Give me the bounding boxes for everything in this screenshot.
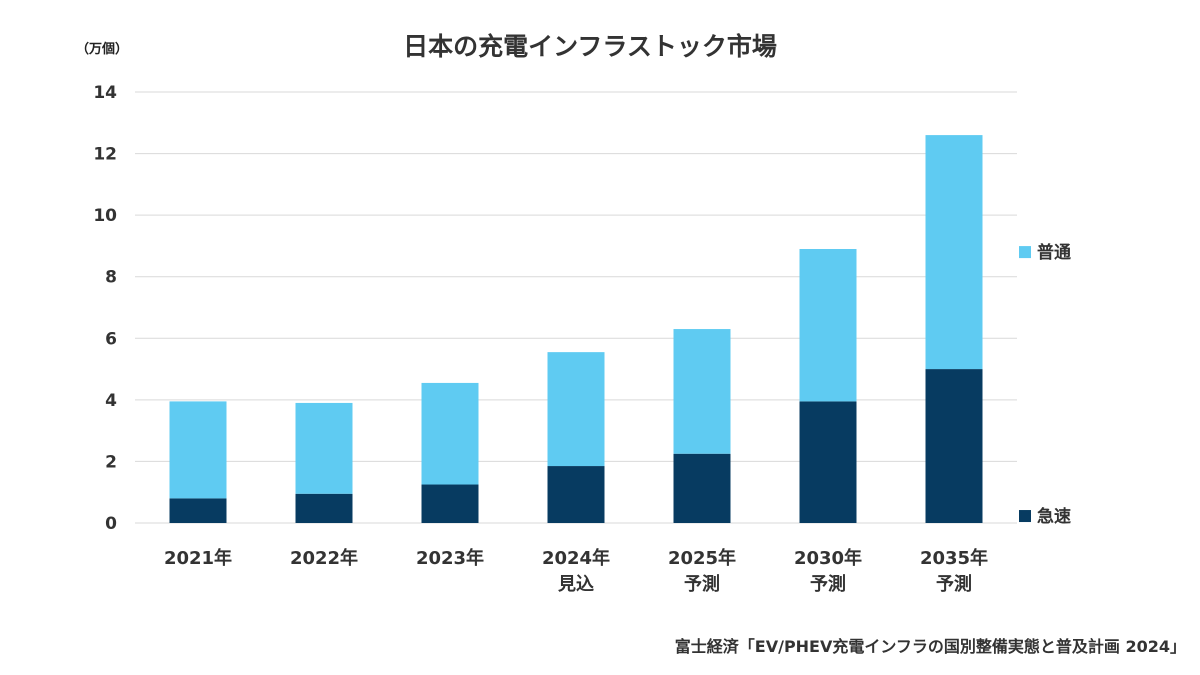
y-tick-label: 10 <box>93 206 117 226</box>
bar-急速 <box>925 369 983 523</box>
y-tick-label: 8 <box>105 268 117 288</box>
x-tick-label: 2022年 <box>290 547 358 569</box>
y-axis-ticks: 0 2 4 6 8 10 12 14 <box>93 83 117 534</box>
bar-急速 <box>421 484 479 523</box>
x-tick-label: 2024年 <box>542 547 610 569</box>
bars <box>169 135 983 523</box>
bar-急速 <box>169 498 227 523</box>
x-tick-label: 2035年 <box>920 547 988 569</box>
bar-急速 <box>799 401 857 523</box>
x-tick-label: 予測 <box>810 573 846 595</box>
legend-swatch <box>1019 246 1031 259</box>
bar-急速 <box>673 453 731 523</box>
x-tick-label: 2030年 <box>794 547 862 569</box>
bar-普通 <box>799 249 857 402</box>
bar-普通 <box>547 352 605 467</box>
x-tick-label: 2023年 <box>416 547 484 569</box>
bar-普通 <box>421 382 479 485</box>
y-tick-label: 12 <box>93 145 117 165</box>
bar-普通 <box>673 329 731 454</box>
x-tick-label: 予測 <box>684 573 720 595</box>
x-tick-label: 2025年 <box>668 547 736 569</box>
bar-普通 <box>925 135 983 370</box>
y-tick-label: 4 <box>105 391 117 411</box>
y-tick-label: 0 <box>105 514 117 534</box>
y-tick-label: 2 <box>105 452 117 472</box>
legend-label: 普通 <box>1037 242 1071 263</box>
x-tick-label: 見込 <box>557 574 594 595</box>
bar-急速 <box>547 466 605 523</box>
bar-普通 <box>169 401 227 499</box>
bar-急速 <box>295 493 353 523</box>
legend-label: 急速 <box>1037 506 1071 527</box>
x-tick-label: 予測 <box>936 573 972 595</box>
y-tick-label: 6 <box>105 329 117 349</box>
source-note: 富士経済「EV/PHEV充電インフラの国別整備実態と普及計画 2024」 <box>675 637 1186 656</box>
x-tick-label: 2021年 <box>164 547 232 569</box>
legend-swatch <box>1019 510 1031 523</box>
bar-普通 <box>295 402 353 494</box>
y-tick-label: 14 <box>93 83 117 103</box>
y-axis-unit-label: （万個） <box>76 41 128 57</box>
chart-title: 日本の充電インフラストック市場 <box>403 32 777 61</box>
